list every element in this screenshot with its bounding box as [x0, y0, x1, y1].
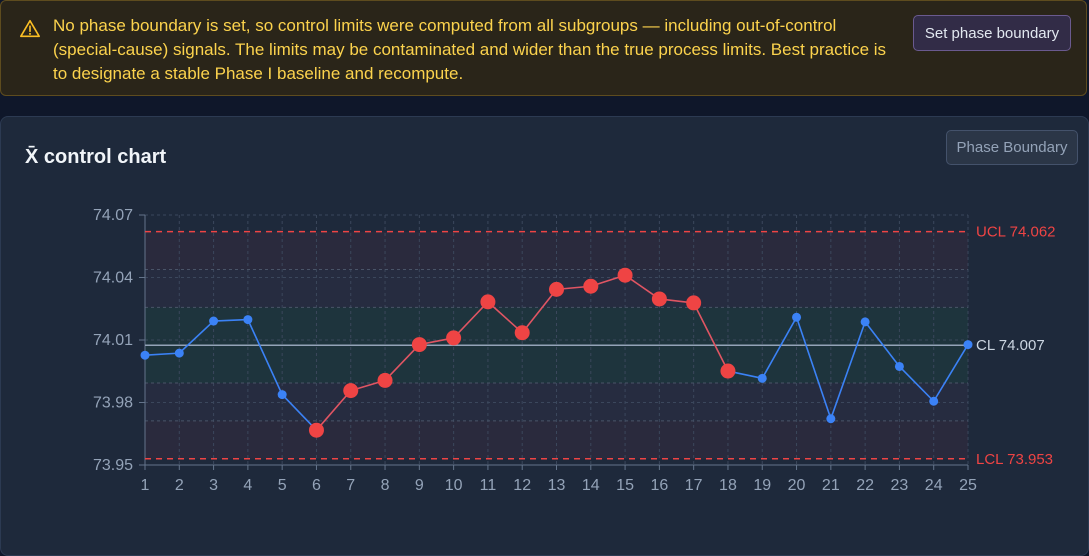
x-tick-label: 1 [141, 477, 150, 494]
set-phase-boundary-button[interactable]: Set phase boundary [913, 15, 1071, 51]
series-segment [898, 365, 935, 402]
lcl-label: LCL 73.953 [976, 451, 1053, 468]
data-point[interactable] [860, 317, 870, 327]
phase-boundary-button[interactable]: Phase Boundary [946, 130, 1078, 165]
x-tick-label: 16 [650, 477, 668, 494]
x-tick-label: 9 [415, 477, 424, 494]
x-tick-label: 13 [548, 477, 566, 494]
x-tick-label: 25 [959, 477, 977, 494]
x-tick-label: 22 [856, 477, 874, 494]
out-of-control-point[interactable] [446, 330, 462, 346]
series-segment [178, 320, 215, 354]
x-tick-label: 7 [346, 477, 355, 494]
series-segment [692, 302, 729, 372]
x-tick-label: 21 [822, 477, 840, 494]
x-tick-label: 15 [616, 477, 634, 494]
phase-warning-banner: No phase boundary is set, so control lim… [0, 0, 1087, 96]
x-tick-label: 12 [513, 477, 531, 494]
data-point[interactable] [209, 316, 219, 326]
data-point[interactable] [174, 348, 184, 358]
out-of-control-point[interactable] [549, 281, 564, 297]
x-tick-label: 10 [445, 477, 463, 494]
series-segment [830, 321, 866, 420]
y-tick-label: 74.07 [93, 207, 133, 224]
data-point[interactable] [826, 414, 836, 424]
series-segment [384, 344, 420, 381]
out-of-control-point[interactable] [651, 291, 667, 307]
series-segment [281, 394, 318, 431]
cl-label: CL 74.007 [976, 337, 1045, 354]
out-of-control-point[interactable] [583, 278, 599, 294]
data-point[interactable] [243, 315, 253, 325]
series-segment [453, 301, 489, 339]
x-tick-label: 8 [381, 477, 390, 494]
out-of-control-point[interactable] [308, 422, 324, 438]
data-point[interactable] [894, 361, 904, 371]
x-tick-label: 2 [175, 477, 184, 494]
series-segment [247, 319, 283, 395]
data-point[interactable] [277, 390, 287, 400]
series-segment [933, 344, 969, 402]
x-tick-label: 19 [753, 477, 771, 494]
series-segment [864, 321, 901, 367]
banner-message: No phase boundary is set, so control lim… [53, 16, 887, 83]
x-tick-label: 5 [278, 477, 287, 494]
data-point[interactable] [929, 396, 939, 406]
x-tick-label: 14 [582, 477, 600, 494]
data-point[interactable] [963, 340, 973, 350]
series-segment [795, 317, 832, 420]
series-segment [213, 318, 248, 322]
series-segment [144, 352, 180, 357]
data-point[interactable] [792, 312, 802, 322]
x-tick-label: 6 [312, 477, 321, 494]
x-tick-label: 3 [209, 477, 218, 494]
out-of-control-point[interactable] [343, 383, 359, 399]
y-tick-label: 73.98 [93, 395, 133, 412]
out-of-control-point[interactable] [617, 267, 633, 283]
series-segment [761, 316, 798, 379]
out-of-control-point[interactable] [686, 295, 702, 311]
out-of-control-point[interactable] [377, 372, 393, 388]
x-tick-label: 20 [788, 477, 806, 494]
series-segment [487, 301, 523, 334]
y-tick-label: 74.04 [93, 270, 133, 287]
x-tick-label: 24 [925, 477, 943, 494]
ucl-label: UCL 74.062 [976, 224, 1056, 241]
y-tick-label: 74.01 [93, 332, 133, 349]
data-point[interactable] [757, 373, 767, 383]
series-segment [315, 390, 352, 431]
chart-title: X̄ control chart [25, 146, 167, 168]
out-of-control-point[interactable] [411, 337, 427, 353]
x-tick-label: 4 [243, 477, 252, 494]
warning-triangle-icon [20, 19, 40, 38]
out-of-control-point[interactable] [480, 294, 496, 310]
x-tick-label: 23 [891, 477, 909, 494]
x-tick-label: 11 [480, 477, 497, 494]
x-tick-label: 17 [685, 477, 703, 494]
series-segment [521, 288, 558, 334]
out-of-control-point[interactable] [720, 363, 736, 379]
y-tick-label: 73.95 [93, 457, 133, 474]
out-of-control-point[interactable] [514, 325, 530, 341]
data-point[interactable] [140, 350, 150, 360]
x-tick-label: 18 [719, 477, 737, 494]
